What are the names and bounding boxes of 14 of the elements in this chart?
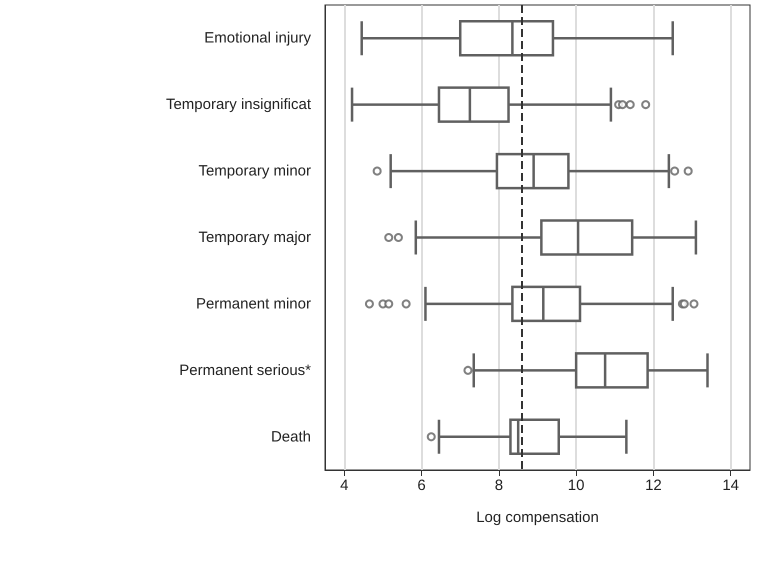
y-tick-label: Temporary minor <box>198 162 312 180</box>
y-tick-label: Temporary insignificat <box>166 96 312 114</box>
y-tick-label: Temporary major <box>198 229 312 246</box>
x-tick-label: 4 <box>340 477 348 494</box>
x-tick-label: 14 <box>722 477 740 494</box>
y-tick-label: Permanent minor <box>196 295 311 312</box>
x-axis-title: Log compensation <box>476 509 599 526</box>
x-tick-label: 8 <box>494 477 504 494</box>
x-tick-label: 6 <box>417 477 426 494</box>
y-tick-label: Emotional injury <box>204 30 312 47</box>
y-tick-label: Permanent serious* <box>179 362 312 379</box>
x-tick-label: 12 <box>645 477 662 494</box>
y-tick-label: Death <box>270 428 311 446</box>
x-tick-label: 10 <box>568 477 584 494</box>
